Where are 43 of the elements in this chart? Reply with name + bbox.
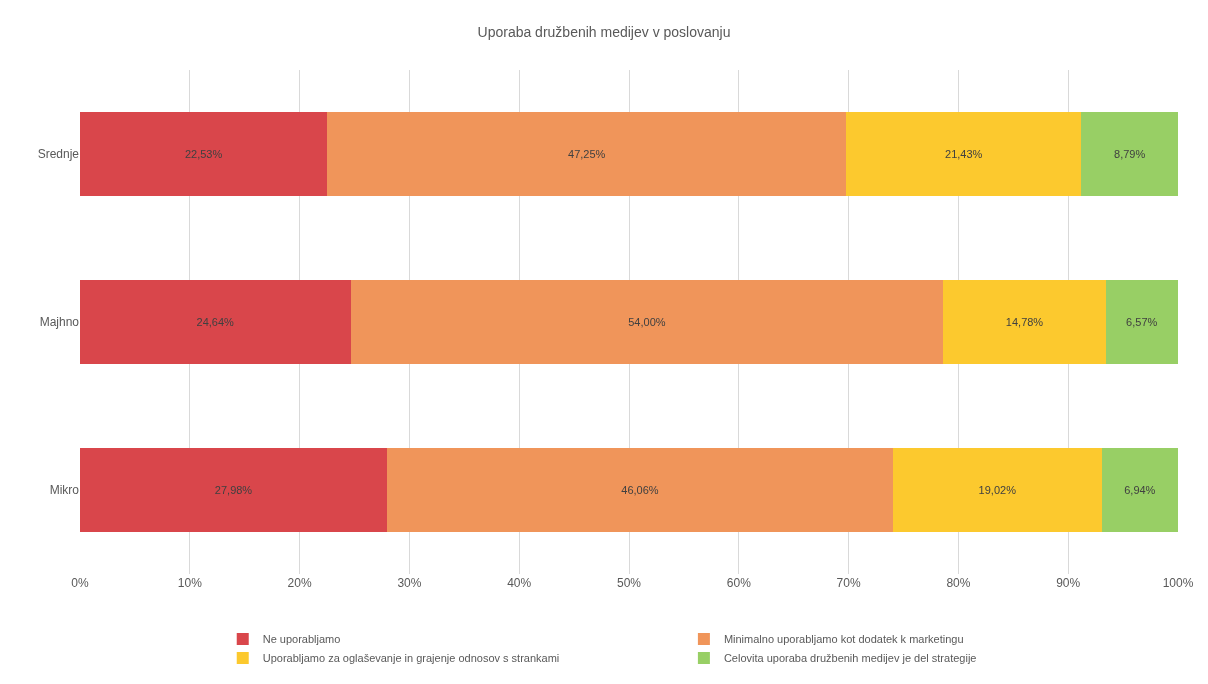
data-label: 47,25% xyxy=(568,148,606,160)
legend-label: Uporabljamo za oglaševanje in grajenje odnosov s strankami xyxy=(262,652,560,665)
bar xyxy=(327,112,847,196)
data-label: 21,43% xyxy=(945,148,983,160)
x-tick-label: 30% xyxy=(397,576,422,590)
x-tick-label: 40% xyxy=(507,576,532,590)
data-label: 6,94% xyxy=(1124,484,1156,496)
x-tick-label: 20% xyxy=(287,576,312,590)
data-label: 46,06% xyxy=(621,484,659,496)
data-label: 6,57% xyxy=(1126,316,1158,328)
bar xyxy=(892,448,1102,532)
x-tick-label: 10% xyxy=(177,576,203,590)
y-tick-label: Majhno xyxy=(39,315,80,330)
data-label: 14,78% xyxy=(1005,316,1044,328)
x-tick-label: 0% xyxy=(71,576,89,590)
data-label: 27,98% xyxy=(214,484,253,496)
data-label: 22,53% xyxy=(184,148,223,160)
bar xyxy=(846,112,1082,196)
bar xyxy=(1101,448,1178,532)
bar xyxy=(387,448,893,532)
bar xyxy=(1105,280,1178,364)
x-tick-label: 60% xyxy=(726,576,752,590)
bar xyxy=(80,280,351,364)
bar xyxy=(80,112,328,196)
legend-label: Minimalno uporabljamo kot dodatek k marketingu xyxy=(723,633,964,646)
data-label: 19,02% xyxy=(978,484,1017,496)
bar xyxy=(350,280,944,364)
x-tick-label: 90% xyxy=(1056,576,1081,590)
chart-title: Uporaba družbenih medijev v poslovanju xyxy=(477,24,731,41)
legend-label: Celovita uporaba družbenih medijev je del strategije xyxy=(723,652,977,665)
legend-label: Ne uporabljamo xyxy=(262,633,341,646)
bar xyxy=(1081,112,1178,196)
y-tick-label: Srednje xyxy=(37,147,80,162)
bar xyxy=(943,280,1106,364)
x-tick-label: 70% xyxy=(836,576,861,590)
data-label: 8,79% xyxy=(1114,148,1146,160)
y-tick-label: Mikro xyxy=(49,483,80,498)
x-tick-label: 100% xyxy=(1162,576,1194,590)
data-label: 54,00% xyxy=(628,316,666,328)
x-tick-label: 50% xyxy=(616,576,642,590)
data-label: 24,64% xyxy=(196,316,235,328)
x-tick-label: 80% xyxy=(946,576,971,590)
bar xyxy=(80,448,388,532)
